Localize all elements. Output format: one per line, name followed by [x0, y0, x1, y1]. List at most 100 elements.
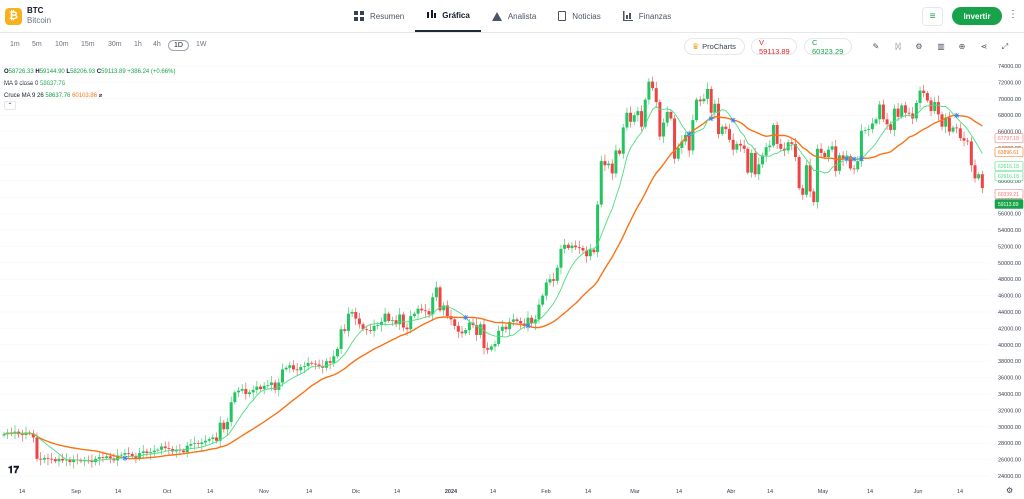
cross-marker	[858, 156, 864, 162]
candle-body	[280, 369, 284, 383]
price-tag: 63896.61	[994, 147, 1024, 157]
candle-body	[885, 119, 889, 125]
tab-grafica[interactable]: Gráfica	[415, 0, 481, 32]
chart-type-icon[interactable]: ▥	[937, 42, 945, 51]
ma-line[interactable]: MA 9 close 0 58637.76	[4, 78, 175, 90]
candle-body	[346, 313, 350, 331]
candle-body	[119, 454, 123, 456]
timeframe-4h[interactable]: 4h	[153, 41, 161, 48]
timeframe-5m[interactable]: 5m	[32, 41, 42, 48]
tab-resumen[interactable]: Resumen	[343, 0, 415, 32]
x-axis: 14 Sep 14 Oct 14 Nov 14 Dic 14 2024 14 Feb 14 Mar 14 Ab…	[19, 489, 963, 495]
x-tick-label: 14	[115, 489, 121, 495]
prochart-button[interactable]: ♛ ProCharts	[684, 38, 745, 55]
collapse-legend-button[interactable]: ⌃	[4, 101, 16, 110]
timeframe-1m[interactable]: 1m	[10, 41, 20, 48]
candle-body	[302, 366, 306, 367]
candle-body	[790, 142, 794, 144]
candle-body	[728, 129, 732, 140]
candle-body	[911, 113, 915, 119]
candle-body	[182, 450, 186, 453]
candle-body	[398, 314, 402, 325]
candle-body	[618, 150, 622, 154]
candle-body	[233, 392, 237, 403]
candle-body	[31, 433, 35, 438]
more-options-icon[interactable]: ⋮	[1008, 9, 1018, 20]
candle-body	[665, 111, 669, 123]
fullscreen-icon[interactable]: ⤢	[1001, 42, 1009, 51]
price-tag-box	[994, 171, 1024, 181]
grid-icon	[354, 11, 364, 21]
candle-body	[720, 126, 724, 135]
candle-body	[42, 457, 46, 460]
price-chart[interactable]: 74000.00 72000.00 70000.00 68000.00 66000.00…	[0, 62, 1024, 499]
axis-settings-icon[interactable]: ⚙	[1006, 486, 1014, 495]
ma-label: MA 9 close 0	[4, 81, 39, 87]
timeframe-10m[interactable]: 10m	[55, 41, 69, 48]
sell-price-button[interactable]: V 59113.89	[751, 38, 797, 56]
ma-9-line	[3, 104, 983, 462]
price-tag-box	[994, 189, 1024, 199]
pencil-icon[interactable]: ✎	[872, 42, 880, 51]
candle-body	[420, 308, 424, 311]
candle-body	[896, 108, 900, 117]
tab-finanzas[interactable]: Finanzas	[612, 0, 682, 32]
bar-chart-icon	[622, 11, 633, 21]
cross-markers	[122, 112, 960, 461]
timeframe-1h[interactable]: 1h	[134, 41, 142, 48]
share-icon[interactable]: ⋖	[980, 42, 988, 51]
candle-body	[695, 99, 699, 121]
asset-info[interactable]: ₿ BTC Bitcoin	[5, 6, 51, 26]
candle-body	[445, 305, 449, 317]
cross-marker	[463, 314, 469, 320]
tab-analista[interactable]: Analista	[481, 0, 547, 32]
settings-gear-icon[interactable]: ⚙	[915, 42, 923, 51]
candle-body	[482, 324, 486, 349]
x-tick-label: Nov	[259, 489, 269, 495]
candle-body	[541, 295, 545, 305]
candle-body	[837, 155, 841, 171]
timeframe-15m[interactable]: 15m	[81, 41, 95, 48]
candle-body	[379, 321, 383, 326]
candle-body	[519, 321, 523, 324]
indicators-icon[interactable]: ᛞ	[895, 42, 901, 51]
candle-body	[760, 155, 764, 165]
candle-body	[500, 326, 504, 331]
candle-body	[881, 104, 885, 120]
timeframe-1d[interactable]: 1D	[168, 40, 189, 51]
candle-body	[35, 437, 39, 459]
y-tick-label: 66000.00	[998, 130, 1021, 136]
tradingview-logo-icon[interactable]: 𝟏𝟕	[8, 465, 20, 476]
add-circle-icon[interactable]: ⊕	[958, 42, 966, 51]
candle-body	[980, 174, 984, 189]
buy-price-button[interactable]: C 60323.29	[804, 38, 852, 56]
candle-body	[387, 313, 391, 322]
timeframe-30m[interactable]: 30m	[108, 41, 122, 48]
candle-body	[841, 155, 845, 160]
watchlist-add-button[interactable]: ≡	[922, 7, 943, 26]
tab-label: Finanzas	[638, 11, 672, 21]
candle-body	[258, 386, 262, 390]
y-tick-label: 36000.00	[998, 376, 1021, 382]
price-tag: 67797.18	[994, 133, 1024, 143]
candle-body	[947, 117, 951, 132]
timeframe-1w[interactable]: 1W	[196, 41, 207, 48]
candle-body	[237, 390, 241, 393]
cross-marker	[122, 455, 128, 461]
candle-body	[559, 248, 563, 268]
tab-label: Noticias	[572, 11, 601, 21]
x-tick-label: 14	[394, 489, 400, 495]
candle-body	[533, 319, 537, 324]
cross-fast-value: 58637.76	[45, 93, 71, 99]
candle-body	[526, 317, 530, 326]
candle-body	[108, 456, 112, 459]
candle-body	[376, 325, 380, 326]
x-tick-label: May	[818, 489, 829, 495]
invest-button[interactable]: Invertir	[952, 7, 1002, 25]
candle-body	[508, 321, 512, 330]
price-tag: 62616.18	[994, 161, 1024, 171]
candle-body	[218, 422, 222, 441]
tab-noticias[interactable]: Noticias	[547, 0, 611, 32]
candle-body	[922, 90, 926, 94]
cross-ma-line[interactable]: Cruce MA 9 26 58637.76 60103.86 ⌀	[4, 90, 175, 102]
